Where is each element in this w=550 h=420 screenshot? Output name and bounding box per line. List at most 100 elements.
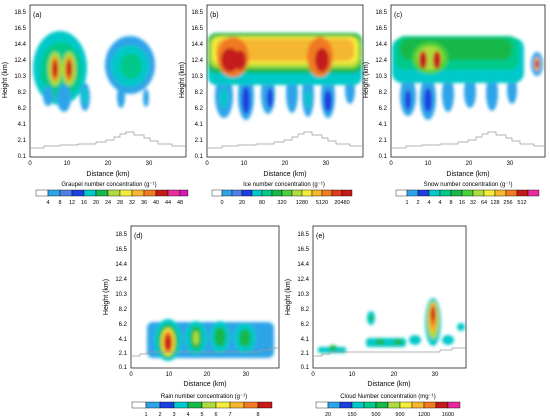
panel-a-xtick: 0 xyxy=(28,161,32,167)
panel-b-colorbar-tick: 80 xyxy=(259,200,265,206)
panel-a-colorbar-tick: 40 xyxy=(153,200,159,206)
panel-e-yticks: 0.1 2.1 4.1 6.2 8.2 10.3 12.4 14.4 16.5 … xyxy=(297,232,309,371)
panel-a-plot xyxy=(29,4,187,158)
panel-d: (d) Height (km) Distance (km) 0.1 2.1 4.… xyxy=(103,225,280,418)
panel-d-xlabel: Distance (km) xyxy=(183,381,226,388)
panel-a-label: (a) xyxy=(33,12,42,19)
panel-d-colorbar-tick: 4 xyxy=(186,412,189,418)
panel-c-colorbar-tick: 8 xyxy=(449,200,452,206)
panel-b-xtick: 10 xyxy=(241,161,248,167)
panel-b-xtick: 30 xyxy=(323,161,330,167)
panel-e-ytick: 16.5 xyxy=(297,247,309,253)
panel-e-xticks: 0 10 20 30 xyxy=(311,372,439,378)
panel-d-colorbar-tick: 1 xyxy=(144,412,147,418)
panel-e-colorbar-tick: 20 xyxy=(325,412,331,418)
panel-c-colorbar-tick: 2 xyxy=(416,200,419,206)
panel-c-ytick: 2.1 xyxy=(379,138,388,144)
panel-b-ytick: 4.1 xyxy=(195,122,204,128)
panel-c-ytick: 4.1 xyxy=(379,122,388,128)
panel-c-colorbar-tick: 32 xyxy=(470,200,476,206)
panel-d-ytick: 10.3 xyxy=(115,292,127,298)
panel-d-colorbar-tick: 6 xyxy=(214,412,217,418)
panel-a-ytick: 12.4 xyxy=(14,58,26,64)
panel-a-colorbar-tick: 12 xyxy=(69,200,75,206)
panel-b-colorbar-tick: 5120 xyxy=(316,200,328,206)
panel-d-colorbar-tick: 3 xyxy=(172,412,175,418)
panel-c-colorbar-tick: 16 xyxy=(459,200,465,206)
panel-b-yticks: 0.1 2.1 4.1 6.2 8.2 10.3 12.4 14.4 16.5 … xyxy=(191,10,203,160)
panel-a-xtick: 10 xyxy=(64,161,71,167)
panel-a-ytick: 10.3 xyxy=(14,74,26,80)
panel-d-colorbar-tick: 7 xyxy=(228,412,231,418)
panel-a-ytick: 14.4 xyxy=(14,42,26,48)
panel-b-xticks: 0 10 20 30 xyxy=(205,161,330,167)
panel-d-xtick: 0 xyxy=(129,372,133,378)
panel-d-ytick: 4.1 xyxy=(119,337,128,343)
panel-e-plot xyxy=(312,225,467,369)
panel-c-xlabel: Distance (km) xyxy=(446,171,489,178)
panel-e: (e) Height (km) Distance (km) 0.1 2.1 4.… xyxy=(285,225,467,418)
panel-a-xtick: 30 xyxy=(146,161,153,167)
panel-c-colorbar-tick: 1 xyxy=(405,200,408,206)
panel-c-ytick: 12.4 xyxy=(375,58,387,64)
panel-c-colorbar-title: Snow number concentration (g⁻¹) xyxy=(424,182,513,188)
panel-a: (a) Height (km) Distance (km) 0.1 2.1 4.… xyxy=(2,4,189,206)
panel-c-xtick: 0 xyxy=(389,161,393,167)
panel-c-yticks: 0.1 2.1 4.1 6.2 8.2 10.3 12.4 14.4 16.5 … xyxy=(375,10,387,160)
panel-d-colorbar: Rain number concentration (g⁻¹) 1 2 3 4 … xyxy=(131,394,273,418)
panel-b-xlabel: Distance (km) xyxy=(263,171,306,178)
panel-d-ytick: 2.1 xyxy=(119,351,128,357)
panel-b-ytick: 8.2 xyxy=(195,90,204,96)
panel-e-xtick: 10 xyxy=(349,372,356,378)
panel-b: (b) Height (km) Distance (km) 0.1 2.1 4.… xyxy=(179,4,364,206)
panel-c-xtick: 30 xyxy=(507,161,514,167)
panel-a-ytick: 18.5 xyxy=(14,10,26,16)
panel-e-colorbar-tick: 500 xyxy=(371,412,380,418)
panel-d-xtick: 30 xyxy=(243,372,250,378)
panel-c-colorbar-tick: 64 xyxy=(481,200,487,206)
panel-a-xtick: 20 xyxy=(105,161,112,167)
panel-e-ytick: 2.1 xyxy=(301,351,310,357)
panel-d-colorbar-tick: 5 xyxy=(200,412,203,418)
panel-a-ylabel: Height (km) xyxy=(2,62,9,98)
panel-c-colorbar-tick: 4 xyxy=(438,200,441,206)
panel-d-ytick: 18.5 xyxy=(115,232,127,238)
panel-c-ytick: 0.1 xyxy=(379,154,388,160)
panel-a-colorbar-tick: 8 xyxy=(58,200,61,206)
panel-b-label: (b) xyxy=(210,12,219,19)
panel-b-colorbar-tick: 0 xyxy=(220,200,223,206)
panel-e-colorbar: Cloud Number concentration (mg⁻¹) 20 150… xyxy=(315,394,461,418)
panel-a-ytick: 8.2 xyxy=(18,90,27,96)
panel-b-xtick: 0 xyxy=(205,161,209,167)
panel-b-plot xyxy=(206,4,364,158)
panel-a-ytick: 4.1 xyxy=(18,122,27,128)
panel-d-yticks: 0.1 2.1 4.1 6.2 8.2 10.3 12.4 14.4 16.5 … xyxy=(115,232,127,371)
panel-d-xtick: 10 xyxy=(166,372,173,378)
panel-e-ytick: 12.4 xyxy=(297,277,309,283)
panel-e-xtick: 0 xyxy=(311,372,315,378)
panel-c-ytick: 8.2 xyxy=(379,90,388,96)
panel-a-ytick: 2.1 xyxy=(18,138,27,144)
panel-e-colorbar-tick: 1600 xyxy=(442,412,454,418)
panel-b-colorbar-tick: 1280 xyxy=(296,200,308,206)
panel-d-colorbar-tick: 2 xyxy=(158,412,161,418)
panel-c-colorbar-tick: 128 xyxy=(490,200,499,206)
panel-c: (c) Height (km) Distance (km) 0.1 2.1 4.… xyxy=(363,4,546,206)
panel-b-ytick: 10.3 xyxy=(191,74,203,80)
panel-c-colorbar-tick: 4 xyxy=(427,200,430,206)
panel-b-colorbar-tick: 320 xyxy=(277,200,286,206)
panel-e-ytick: 18.5 xyxy=(297,232,309,238)
panel-a-xlabel: Distance (km) xyxy=(86,171,129,178)
panel-e-colorbar-tick: 1200 xyxy=(418,412,430,418)
panel-d-ytick: 6.2 xyxy=(119,322,128,328)
panel-c-ytick: 6.2 xyxy=(379,106,388,112)
panel-d-label: (d) xyxy=(134,233,143,240)
panel-a-colorbar-tick: 24 xyxy=(105,200,111,206)
panel-e-ylabel: Height (km) xyxy=(285,279,292,315)
panel-b-colorbar-title: Ice number concentration (g⁻¹) xyxy=(243,182,325,188)
panel-a-colorbar-tick: 16 xyxy=(81,200,87,206)
panel-b-ytick: 18.5 xyxy=(191,10,203,16)
panel-a-colorbar-tick: 36 xyxy=(141,200,147,206)
panel-d-ytick: 0.1 xyxy=(119,365,128,371)
